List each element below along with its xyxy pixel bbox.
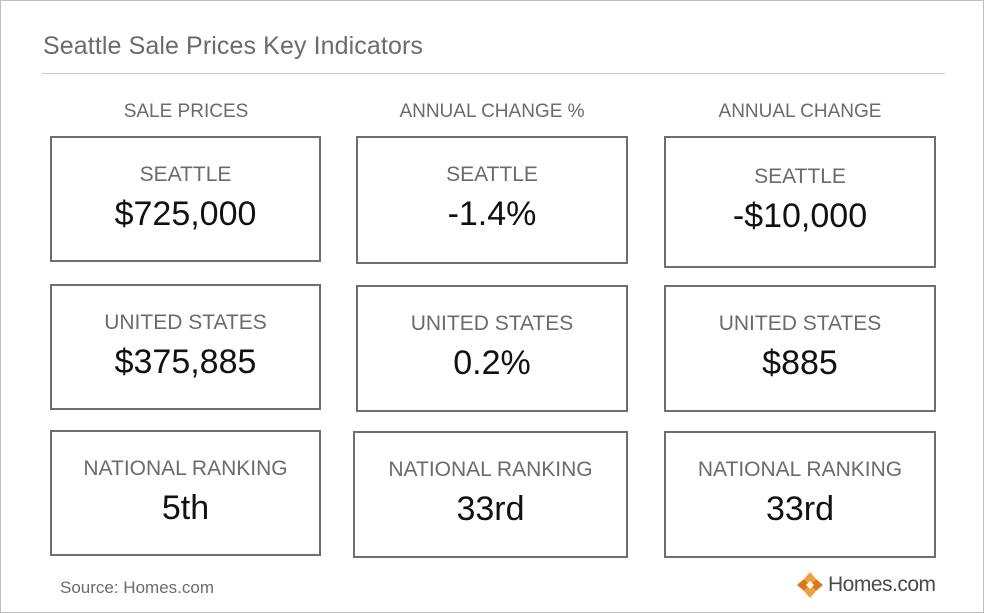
card-label: NATIONAL RANKING xyxy=(388,458,593,481)
card-annual-change-national-ranking: NATIONAL RANKING 33rd xyxy=(664,431,936,558)
card-sale-prices-seattle: SEATTLE $725,000 xyxy=(50,136,321,262)
homes-com-logo-icon xyxy=(797,572,823,598)
card-label: NATIONAL RANKING xyxy=(83,457,288,480)
brand-name: Homes.com xyxy=(828,573,936,596)
card-label: UNITED STATES xyxy=(718,312,882,335)
source-note: Source: Homes.com xyxy=(60,578,214,597)
card-annual-change-percent-united-states: UNITED STATES 0.2% xyxy=(356,285,628,412)
card-value: $885 xyxy=(762,344,838,382)
card-value: $725,000 xyxy=(114,195,257,233)
column-header-annual-change-percent: ANNUAL CHANGE % xyxy=(399,101,585,122)
page-title: Seattle Sale Prices Key Indicators xyxy=(43,32,423,60)
card-label: SEATTLE xyxy=(754,165,846,188)
card-sale-prices-united-states: UNITED STATES $375,885 xyxy=(50,284,321,410)
card-annual-change-united-states: UNITED STATES $885 xyxy=(664,285,936,412)
card-value: 0.2% xyxy=(453,344,531,382)
card-label: SEATTLE xyxy=(446,163,538,186)
card-label: SEATTLE xyxy=(139,163,232,186)
card-label: UNITED STATES xyxy=(104,311,267,334)
card-value: 5th xyxy=(161,489,210,527)
card-label: NATIONAL RANKING xyxy=(697,458,903,481)
title-divider xyxy=(42,73,945,74)
card-annual-change-percent-national-ranking: NATIONAL RANKING 33rd xyxy=(353,431,628,558)
card-annual-change-seattle: SEATTLE -$10,000 xyxy=(664,136,936,268)
card-value: -1.4% xyxy=(447,195,537,233)
card-annual-change-percent-seattle: SEATTLE -1.4% xyxy=(356,136,628,264)
brand-logo: Homes.com xyxy=(796,571,936,599)
card-label: UNITED STATES xyxy=(410,312,574,335)
column-header-sale-prices: SALE PRICES xyxy=(123,101,249,122)
card-value: 33rd xyxy=(456,490,525,528)
card-value: $375,885 xyxy=(114,343,257,381)
column-header-annual-change: ANNUAL CHANGE xyxy=(718,101,882,122)
card-sale-prices-national-ranking: NATIONAL RANKING 5th xyxy=(50,430,321,556)
card-value: -$10,000 xyxy=(732,197,868,235)
card-value: 33rd xyxy=(765,490,835,528)
